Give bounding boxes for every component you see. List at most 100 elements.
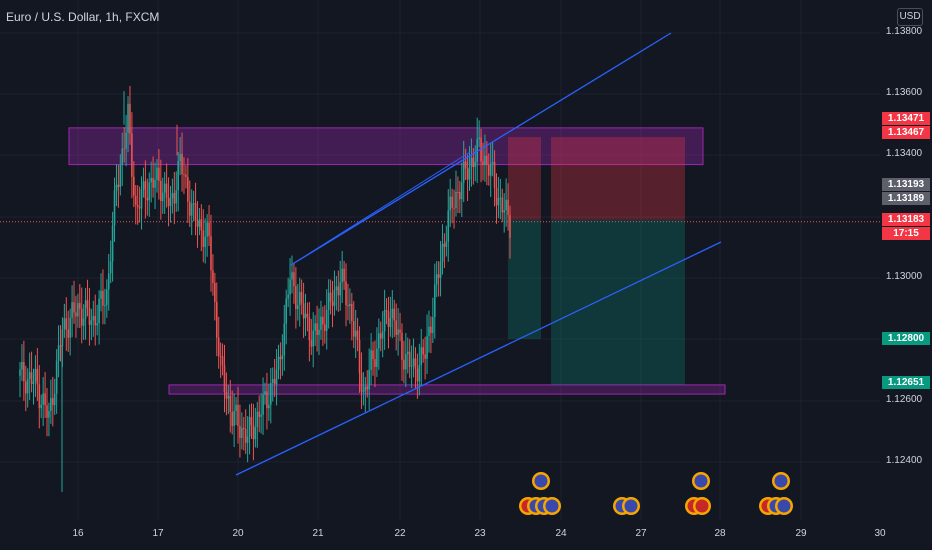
economic-event-icon-inner: [777, 499, 791, 513]
time-tick: 24: [555, 528, 567, 539]
candle-body: [67, 329, 70, 338]
candle-body: [75, 312, 77, 317]
candle-body: [329, 292, 332, 302]
candle-body: [412, 358, 415, 367]
candle-body: [447, 210, 450, 242]
time-tick: 29: [795, 528, 807, 539]
candle-body: [374, 359, 376, 368]
candle-body: [71, 302, 73, 318]
candle-body: [349, 303, 351, 307]
candle-body: [416, 368, 419, 382]
time-tick: 16: [72, 528, 84, 539]
candle-body: [94, 315, 97, 326]
candle-body: [322, 316, 324, 325]
candle-body: [333, 290, 336, 306]
candle-body: [125, 132, 127, 149]
candle-body: [287, 294, 289, 299]
candle-body: [181, 153, 183, 174]
candle-body: [227, 395, 230, 399]
candle-body: [437, 274, 440, 278]
candle-body: [133, 176, 135, 196]
currency-button[interactable]: USD: [897, 8, 923, 26]
upper-trend-line: [290, 32, 672, 266]
price-tag-stop: 1.13471: [882, 112, 930, 125]
bar-countdown: 17:15: [882, 227, 930, 240]
candle-body: [225, 392, 228, 399]
time-tick: 22: [394, 528, 406, 539]
candle-body: [331, 301, 334, 306]
candle-body: [362, 391, 365, 393]
candle-body: [275, 369, 278, 385]
candle-body: [32, 381, 35, 384]
candle-body: [264, 391, 266, 395]
candle-body: [167, 197, 170, 207]
candle-body: [229, 395, 232, 412]
candle-body: [356, 330, 359, 340]
candle-body: [117, 184, 120, 188]
price-tick: 1.12600: [885, 394, 923, 405]
candle-body: [405, 354, 407, 370]
candle-body: [291, 272, 293, 280]
candle-body: [36, 368, 39, 385]
candle-body: [215, 301, 218, 338]
candle-body: [316, 323, 318, 335]
candle-body: [420, 347, 423, 366]
candle-body: [129, 103, 131, 134]
candle-body: [171, 193, 174, 199]
candle-body: [239, 425, 241, 439]
candle-body: [160, 180, 162, 202]
economic-event-icon-inner: [534, 474, 548, 488]
candle-body: [499, 197, 502, 199]
candle-body: [271, 379, 274, 383]
channel-line: [290, 151, 471, 266]
stop-loss-area: [551, 137, 685, 220]
candle-body: [65, 318, 68, 330]
price-tick: 1.13000: [885, 271, 923, 282]
candle-body: [200, 219, 203, 231]
candle-body: [372, 350, 374, 360]
candle-body: [482, 161, 484, 166]
candle-body: [273, 379, 276, 385]
candle-body: [304, 313, 307, 319]
economic-event-icon-inner: [694, 474, 708, 488]
candle-body: [84, 300, 87, 319]
candle-body: [179, 153, 181, 162]
candle-body: [466, 168, 469, 180]
candle-body: [451, 196, 453, 208]
candle-body: [38, 384, 41, 409]
candle-body: [376, 348, 378, 368]
candle-body: [113, 190, 116, 226]
candle-body: [453, 207, 455, 209]
economic-event-icon-inner: [624, 499, 638, 513]
candle-body: [432, 317, 434, 334]
candle-body: [185, 174, 187, 178]
candle-body: [46, 405, 48, 418]
candle-body: [79, 303, 81, 309]
price-tag-entry: 1.13193: [882, 178, 930, 191]
candle-body: [206, 222, 208, 237]
time-tick: 27: [635, 528, 647, 539]
candle-body: [335, 286, 338, 291]
candle-body: [57, 345, 60, 361]
candle-body: [165, 183, 168, 198]
candle-body: [48, 411, 50, 418]
candle-body: [418, 365, 421, 382]
candle-body: [379, 333, 382, 339]
candle-body: [50, 398, 52, 412]
candle-body: [476, 139, 479, 162]
candle-body: [86, 300, 89, 308]
economic-event-icon-inner: [695, 499, 709, 513]
candle-body: [406, 351, 409, 355]
candle-body: [455, 191, 457, 208]
symbol-title[interactable]: Euro / U.S. Dollar, 1h, FXCM: [6, 10, 160, 24]
candle-body: [138, 207, 141, 209]
candle-body: [327, 292, 330, 310]
candle-body: [221, 356, 224, 366]
candle-body: [217, 337, 220, 356]
candle-body: [433, 284, 436, 318]
candle-body: [410, 366, 413, 368]
candle-body: [150, 177, 152, 183]
candle-body: [324, 324, 326, 331]
candle-body: [107, 273, 110, 290]
